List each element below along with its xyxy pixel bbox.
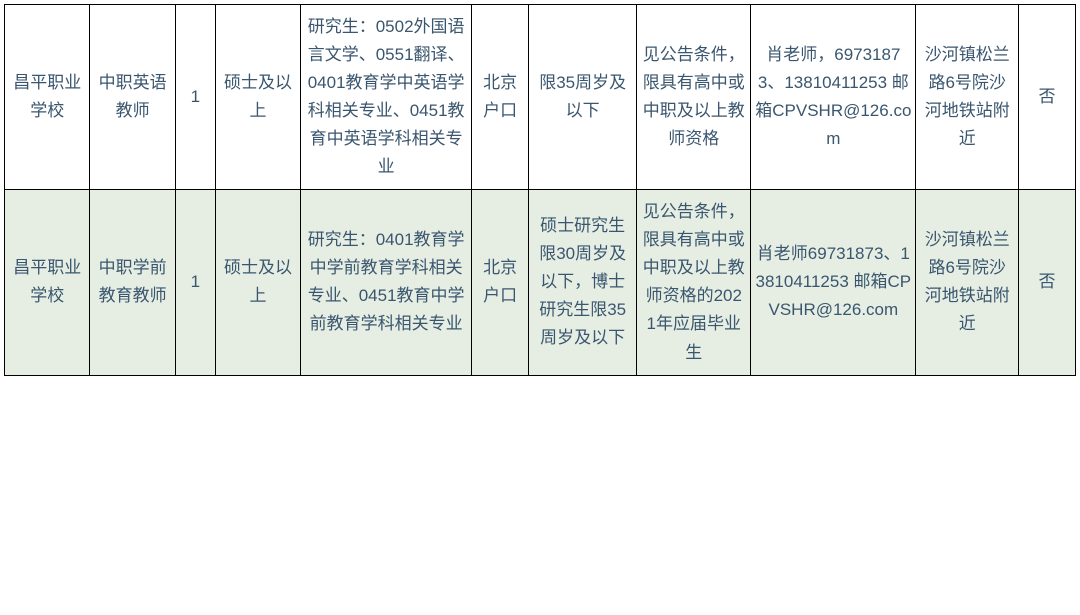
- cell-flag: 否: [1018, 5, 1075, 190]
- cell-major: 研究生：0401教育学中学前教育学科相关专业、0451教育中学前教育学科相关专业: [301, 190, 472, 375]
- cell-major: 研究生：0502外国语言文学、0551翻译、0401教育学中英语学科相关专业、0…: [301, 5, 472, 190]
- table-row: 昌平职业学校 中职学前教育教师 1 硕士及以上 研究生：0401教育学中学前教育…: [5, 190, 1076, 375]
- cell-contact: 肖老师69731873、13810411253 邮箱CPVSHR@126.com: [751, 190, 916, 375]
- cell-age: 硕士研究生限30周岁及以下，博士研究生限35周岁及以下: [529, 190, 637, 375]
- cell-school: 昌平职业学校: [5, 190, 90, 375]
- table-row: 昌平职业学校 中职英语教师 1 硕士及以上 研究生：0502外国语言文学、055…: [5, 5, 1076, 190]
- table-body: 昌平职业学校 中职英语教师 1 硕士及以上 研究生：0502外国语言文学、055…: [5, 5, 1076, 376]
- cell-count: 1: [175, 5, 215, 190]
- cell-contact: 肖老师，69731873、13810411253 邮箱CPVSHR@126.co…: [751, 5, 916, 190]
- cell-address: 沙河镇松兰路6号院沙河地铁站附近: [916, 190, 1019, 375]
- cell-position: 中职英语教师: [90, 5, 175, 190]
- cell-hukou: 北京户口: [472, 5, 529, 190]
- cell-position: 中职学前教育教师: [90, 190, 175, 375]
- recruitment-table: 昌平职业学校 中职英语教师 1 硕士及以上 研究生：0502外国语言文学、055…: [4, 4, 1076, 376]
- cell-age: 限35周岁及以下: [529, 5, 637, 190]
- cell-flag: 否: [1018, 190, 1075, 375]
- cell-degree: 硕士及以上: [215, 190, 300, 375]
- cell-address: 沙河镇松兰路6号院沙河地铁站附近: [916, 5, 1019, 190]
- cell-hukou: 北京户口: [472, 190, 529, 375]
- cell-condition: 见公告条件，限具有高中或中职及以上教师资格: [637, 5, 751, 190]
- cell-degree: 硕士及以上: [215, 5, 300, 190]
- cell-count: 1: [175, 190, 215, 375]
- cell-school: 昌平职业学校: [5, 5, 90, 190]
- cell-condition: 见公告条件，限具有高中或中职及以上教师资格的2021年应届毕业生: [637, 190, 751, 375]
